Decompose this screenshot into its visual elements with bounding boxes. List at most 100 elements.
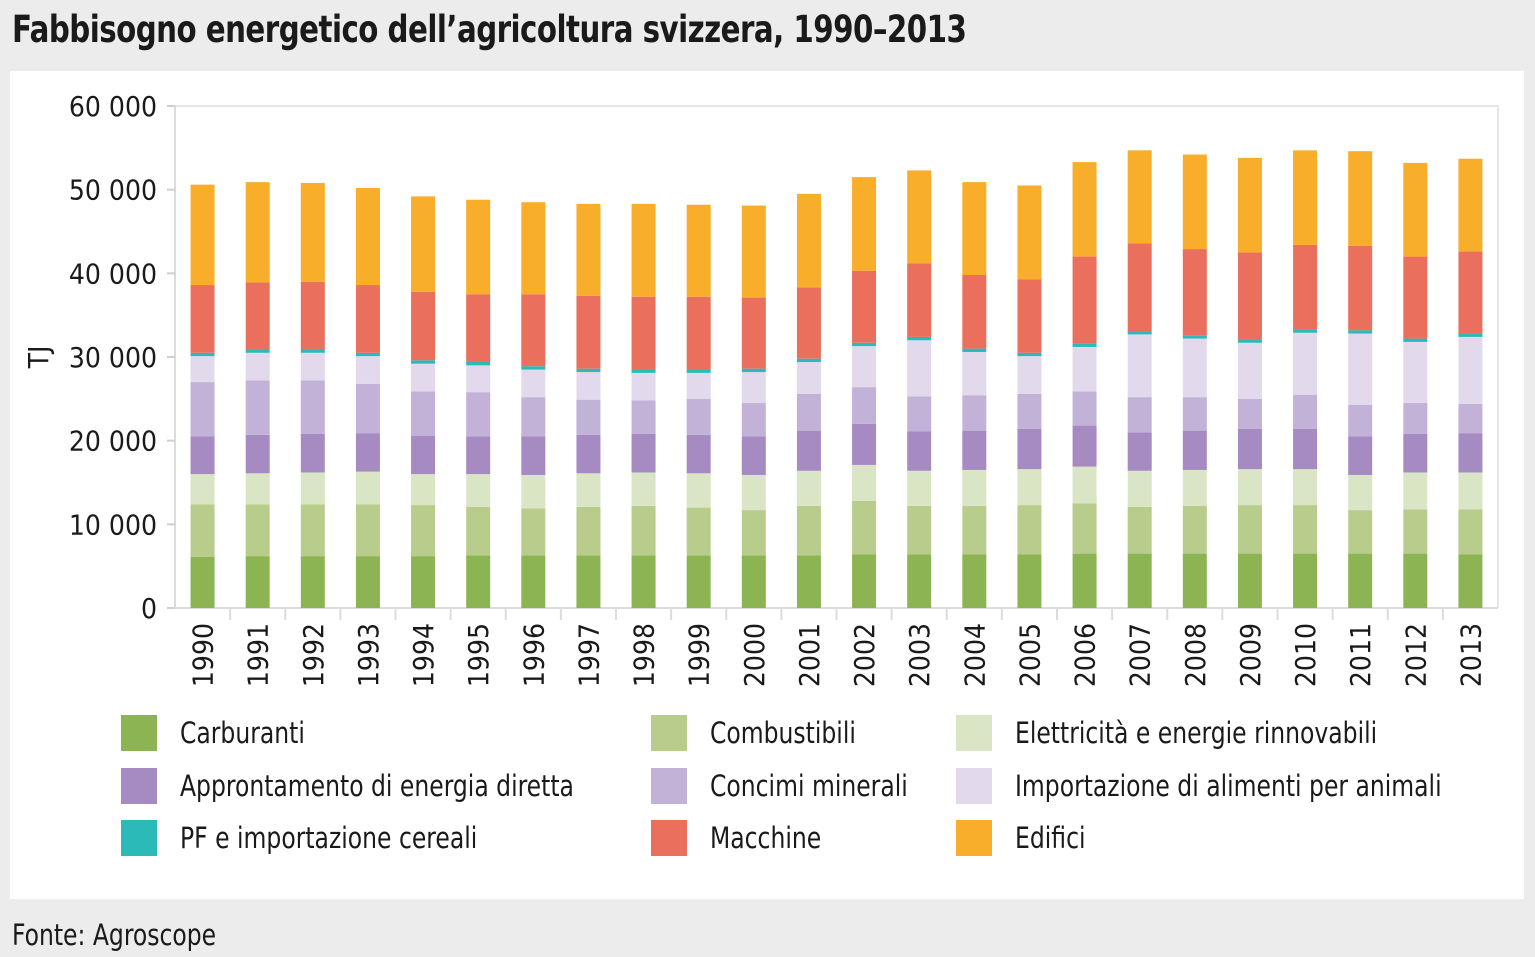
bar-segment [1127,506,1152,554]
x-tick-label: 2011 [1344,623,1377,687]
bar-segment [1293,553,1318,608]
x-tick-label: 1993 [352,623,385,687]
chart-title: Fabbisogno energetico dell’agricoltura s… [12,8,967,51]
bar-segment [1458,403,1483,434]
bar-segment [1293,505,1318,554]
bar-segment [796,193,821,288]
bar-segment [962,430,987,470]
x-tick-label: 1996 [517,623,550,687]
bar-segment [466,506,491,556]
y-tick-label: 40 000 [69,257,157,290]
bar-segment [245,349,270,353]
bar-segment [962,275,987,349]
bar-segment [962,469,987,506]
bar-segment [1017,352,1042,357]
bar-segment [852,342,877,347]
bar-segment [411,435,436,475]
bar-segment [300,352,325,381]
bar-segment [631,555,656,608]
bar-segment [1458,251,1483,334]
bar-segment [1182,430,1207,470]
bar-segment [190,285,215,353]
y-tick-label: 20 000 [69,425,157,458]
bar-segment [521,202,546,295]
bar-segment [190,356,215,383]
x-tick-label: 1999 [683,623,716,687]
bar-stack-2013 [1458,158,1483,608]
bar-segment [962,505,987,555]
bar-segment [300,281,325,350]
bar-segment [355,504,380,557]
bar-segment [631,505,656,556]
y-axis: 0 10 000 20 000 30 000 40 000 50 000 60 000 [69,90,175,625]
x-tick-label: 2008 [1179,623,1212,687]
bar-segment [741,555,766,608]
bar-segment [1072,346,1097,392]
bar-segment [631,296,656,370]
x-tick-label: 2002 [848,623,881,687]
bar-segment [1458,336,1483,404]
bar-segment [1237,553,1262,608]
x-tick-label: 1998 [628,623,661,687]
bar-segment [796,362,821,394]
bar-segment [741,474,766,511]
bar-segment [190,184,215,286]
bar-segment [1293,428,1318,470]
x-tick-label: 1997 [572,623,605,687]
bar-segment [962,554,987,608]
plot-border [175,105,1499,608]
bar-segment [907,470,932,506]
x-tick-label: 1992 [297,623,330,687]
bar-segment [576,473,601,507]
bar-segment [631,433,656,473]
x-tick-label: 2005 [1013,623,1046,687]
bar-stack-1997 [576,203,601,608]
bar-segment [190,556,215,608]
bar-segment [907,554,932,608]
bar-segment [907,336,932,341]
bar-segment [300,504,325,557]
bar-segment [1293,332,1318,395]
bar-segment [521,366,546,370]
bar-segment [796,358,821,363]
bar-segment [355,433,380,472]
bar-segment [411,196,436,292]
bar-segment [686,372,711,399]
y-tick-label: 50 000 [69,174,157,207]
bar-segment [245,352,270,381]
bar-stack-2000 [741,205,766,608]
bar-segment [1348,404,1373,437]
bar-segment [411,363,436,392]
bar-stack-2006 [1072,162,1097,608]
bar-segment [1072,466,1097,504]
bar-segment [1182,249,1207,336]
bar-segment [741,510,766,556]
bar-segment [1348,510,1373,554]
bar-segment [1017,428,1042,470]
bar-segment [741,372,766,404]
bar-segment [576,203,601,296]
bar-segment [1458,554,1483,608]
bar-segment [1348,474,1373,511]
bar-segment [1127,331,1152,335]
bar-stack-1992 [300,182,325,608]
bar-segment [1458,158,1483,252]
bar-segment [1403,338,1428,342]
bar-segment [852,387,877,424]
bar-segment [355,187,380,286]
y-tick-label: 0 [141,592,157,625]
bar-segment [1127,334,1152,398]
bar-segment [1127,470,1152,507]
x-tick-label: 1994 [407,623,440,687]
bar-segment [245,556,270,608]
bar-segment [796,505,821,556]
bar-segment [245,380,270,435]
bar-segment [907,170,932,264]
bar-segment [355,383,380,434]
bar-segment [1237,398,1262,429]
bar-segment [411,474,436,506]
bar-segment [521,555,546,608]
bar-segment [962,395,987,431]
bar-segment [355,471,380,505]
bar-segment [852,554,877,608]
